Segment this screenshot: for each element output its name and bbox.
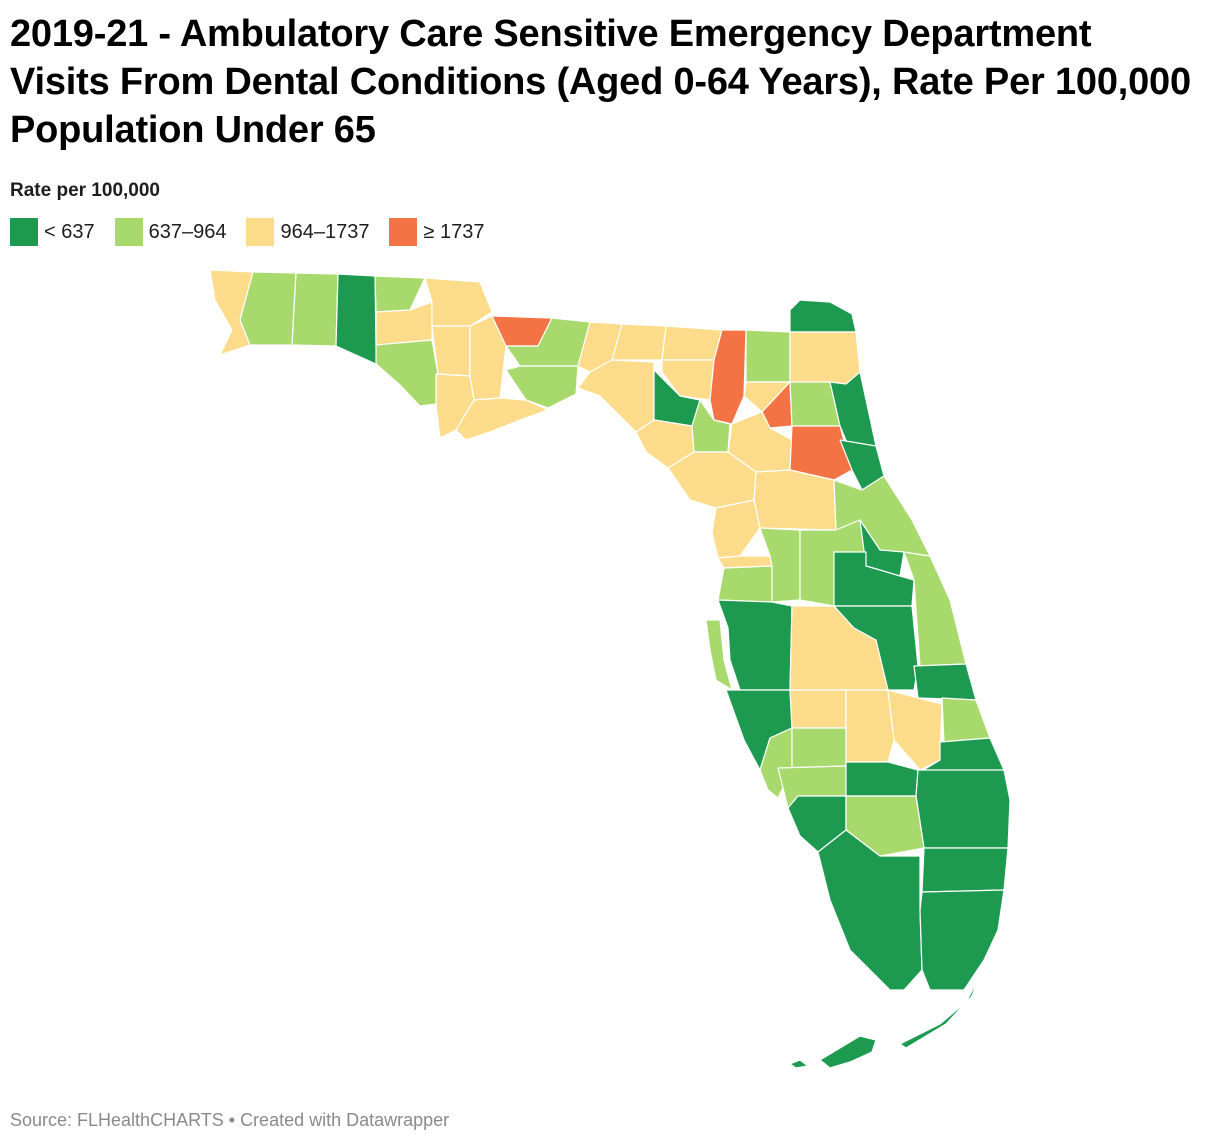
legend-swatch-high xyxy=(389,218,418,246)
county-okaloosa[interactable] xyxy=(291,272,339,347)
county-hamilton[interactable] xyxy=(661,325,723,361)
county-okeechobee[interactable] xyxy=(887,689,943,771)
county-marion[interactable] xyxy=(753,469,837,531)
county-madison[interactable] xyxy=(611,323,667,361)
county-st-lucie[interactable] xyxy=(941,697,991,743)
legend-swatch-medium xyxy=(246,218,275,246)
legend-label-low: 637–964 xyxy=(148,220,227,243)
credit-text: Created with Datawrapper xyxy=(240,1110,450,1130)
legend-swatch-lowest xyxy=(10,218,38,246)
county-broward[interactable] xyxy=(921,847,1009,893)
county-holmes[interactable] xyxy=(374,275,426,313)
legend-label-lowest: < 637 xyxy=(44,220,95,243)
county-miami-dade[interactable] xyxy=(919,889,1005,991)
legend-label-medium: 964–1737 xyxy=(280,220,370,243)
footer: Source: FLHealthCHARTS • Created with Data… xyxy=(10,1110,449,1131)
county-sumter[interactable] xyxy=(759,527,801,603)
county-jackson[interactable] xyxy=(424,277,493,327)
county-hernando[interactable] xyxy=(717,555,773,569)
county-hardee[interactable] xyxy=(789,689,847,729)
county-palm-beach[interactable] xyxy=(915,769,1011,849)
county-putnam[interactable] xyxy=(789,425,853,481)
county-highlands[interactable] xyxy=(845,689,895,763)
chart-title: 2019-21 - Ambulatory Care Sensitive Emer… xyxy=(10,13,1191,151)
county-suwannee[interactable] xyxy=(661,359,715,401)
county-desoto[interactable] xyxy=(791,727,847,769)
legend: < 637 637–964 964–1737 ≥ 1737 xyxy=(10,218,505,246)
county-calhoun[interactable] xyxy=(431,325,471,377)
county-baker[interactable] xyxy=(745,329,791,383)
county-duval[interactable] xyxy=(789,331,861,385)
footer-separator: • xyxy=(228,1110,236,1130)
legend-label-high: ≥ 1737 xyxy=(423,220,485,243)
legend-swatch-low xyxy=(114,218,143,246)
legend-item-low: 637–964 xyxy=(114,218,227,246)
county-bay[interactable] xyxy=(375,339,439,407)
county-nassau[interactable] xyxy=(789,299,857,333)
county-hendry[interactable] xyxy=(845,795,925,857)
county-indian-river[interactable] xyxy=(913,663,977,701)
source-text: Source: FLHealthCHARTS xyxy=(10,1110,224,1130)
legend-item-high: ≥ 1737 xyxy=(389,218,485,246)
county-santa-rosa[interactable] xyxy=(239,271,297,346)
county-hillsborough[interactable] xyxy=(717,599,793,691)
legend-item-medium: 964–1737 xyxy=(246,218,369,246)
county-glades[interactable] xyxy=(845,761,919,797)
county-franklin[interactable] xyxy=(455,397,549,441)
county-collier[interactable] xyxy=(817,829,923,991)
county-osceola[interactable] xyxy=(833,605,919,691)
county-monroe-keys[interactable] xyxy=(789,979,979,1069)
county-pasco[interactable] xyxy=(717,565,773,603)
legend-item-lowest: < 637 xyxy=(10,218,95,246)
county-citrus[interactable] xyxy=(711,499,761,559)
legend-title: Rate per 100,000 xyxy=(10,180,160,201)
